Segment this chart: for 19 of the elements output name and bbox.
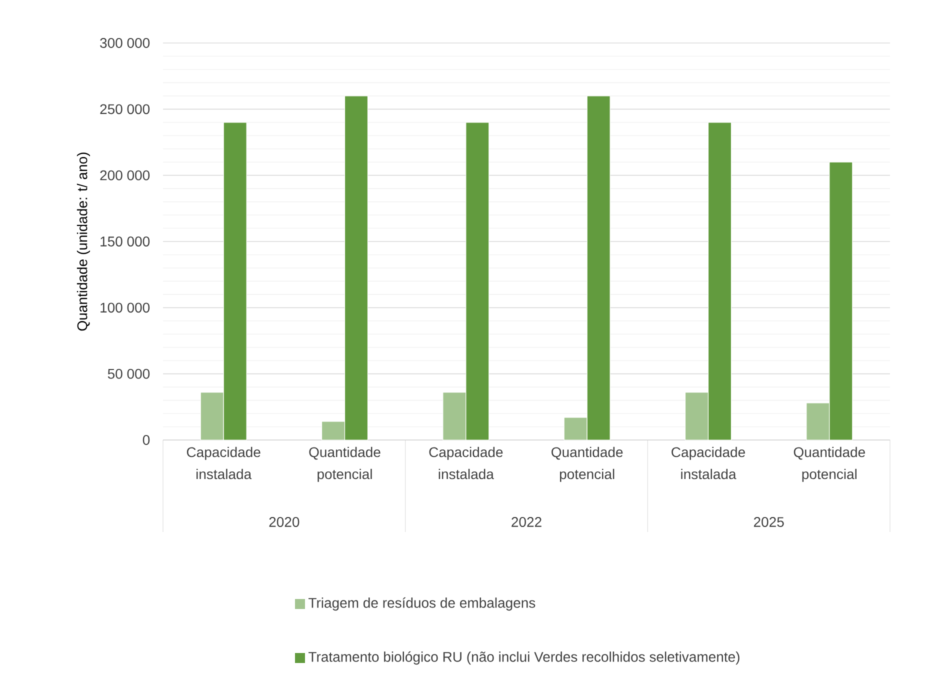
- y-tick-label: 0: [142, 435, 150, 445]
- y-tick-label: 150 000: [100, 236, 150, 246]
- x-tick-label: Quantidade potencial: [552, 446, 623, 482]
- x-tick-label: Quantidade potencial: [794, 446, 865, 482]
- legend-label: Tratamento biológico RU (não inclui Verdes recolhidos seletivamente): [308, 651, 740, 665]
- legend-label: Triagem de resíduos de embalagens: [308, 597, 536, 611]
- x-tick-label: Capacidade instalada: [186, 446, 260, 480]
- y-tick-label: 50 000: [108, 368, 150, 379]
- y-axis-title: Quantidade (unidade: t/ ano): [76, 152, 90, 331]
- x-tick-label: Capacidade instalada: [429, 446, 503, 480]
- text: 2020: [269, 517, 300, 527]
- text: 2022: [512, 517, 542, 527]
- y-tick-label: 200 000: [100, 170, 150, 180]
- y-tick-label: 300 000: [100, 38, 150, 48]
- y-tick-label: 100 000: [100, 302, 150, 313]
- x-tick-label: Quantidade potencial: [309, 446, 380, 482]
- x-tick-label: Capacidade instalada: [672, 446, 745, 480]
- y-tick-label: 250 000: [100, 104, 150, 114]
- text: 2025: [754, 517, 784, 527]
